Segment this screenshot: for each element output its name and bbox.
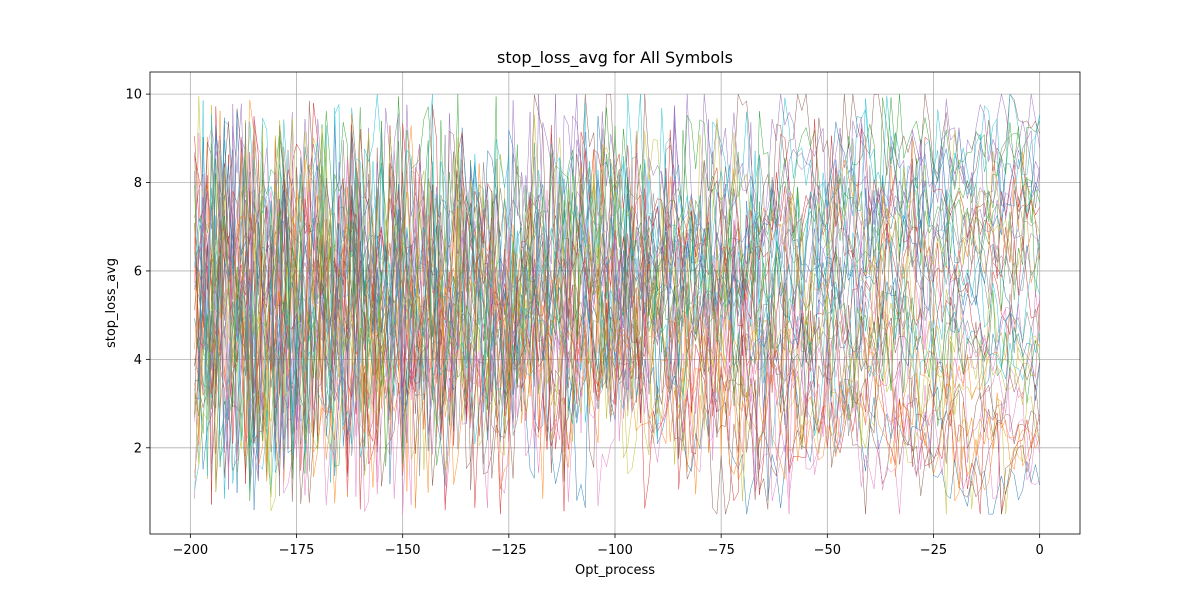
chart-title: stop_loss_avg for All Symbols bbox=[497, 48, 733, 68]
series-group bbox=[194, 93, 1040, 515]
y-tick-label: 4 bbox=[134, 353, 142, 368]
x-tick-label: −175 bbox=[279, 543, 315, 558]
x-axis-label: Opt_process bbox=[575, 563, 655, 578]
y-tick-label: 6 bbox=[134, 264, 142, 279]
series-line bbox=[194, 105, 1040, 492]
x-tick-label: −75 bbox=[707, 543, 734, 558]
y-axis: 2 4 6 8 10 bbox=[125, 88, 150, 456]
x-axis: −200 −175 −150 −125 −100 −75 −50 −25 0 bbox=[172, 534, 1044, 558]
x-tick-label: −200 bbox=[172, 543, 208, 558]
y-axis-label: stop_loss_avg bbox=[104, 258, 119, 348]
series-line bbox=[194, 121, 1040, 510]
series-line bbox=[194, 103, 1040, 478]
x-tick-label: −25 bbox=[920, 543, 947, 558]
series-line bbox=[194, 97, 1040, 469]
x-tick-label: 0 bbox=[1036, 543, 1044, 558]
y-tick-label: 8 bbox=[134, 176, 142, 191]
series-line bbox=[194, 94, 1040, 476]
series-line bbox=[194, 106, 1040, 505]
x-tick-label: −100 bbox=[597, 543, 633, 558]
x-tick-label: −50 bbox=[814, 543, 841, 558]
series-line bbox=[194, 140, 1040, 502]
y-tick-label: 2 bbox=[134, 441, 142, 456]
series-line bbox=[194, 104, 1040, 489]
series-line bbox=[194, 111, 1040, 460]
series-line bbox=[194, 122, 1040, 497]
series-line bbox=[194, 153, 1040, 504]
series-line bbox=[194, 94, 1040, 468]
x-tick-label: −125 bbox=[491, 543, 527, 558]
series-line bbox=[194, 116, 1040, 515]
y-tick-label: 10 bbox=[125, 88, 142, 103]
x-tick-label: −150 bbox=[385, 543, 421, 558]
